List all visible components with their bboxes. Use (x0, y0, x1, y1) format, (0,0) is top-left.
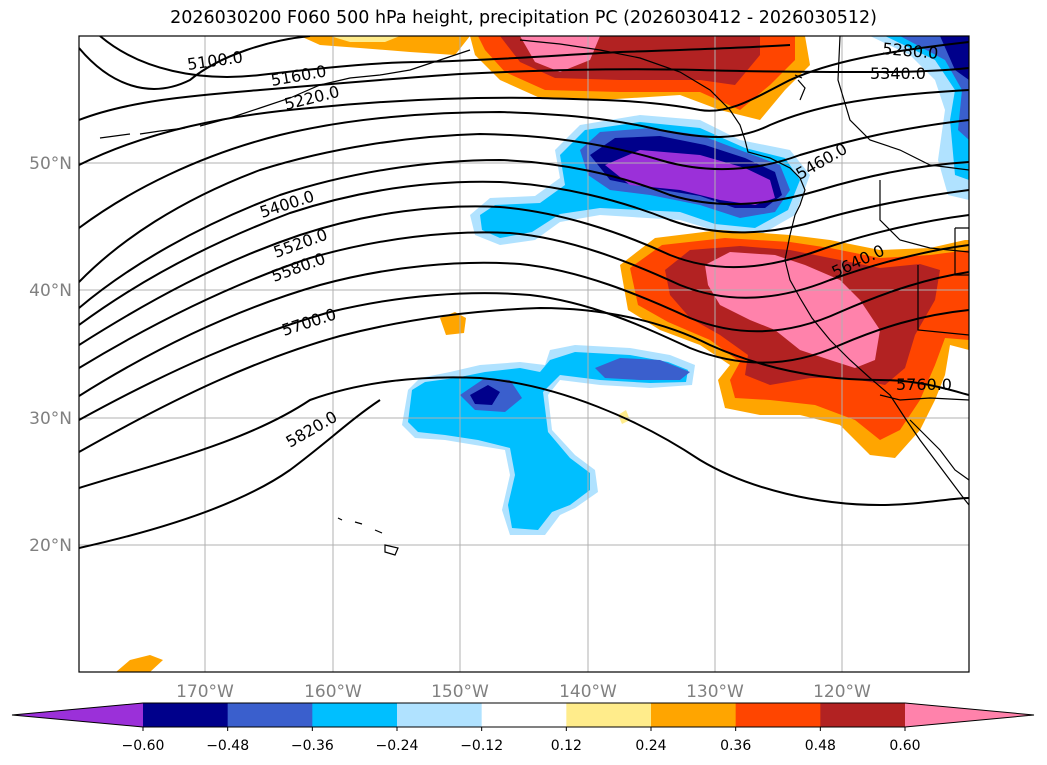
colorbar-extend-max (905, 703, 1034, 727)
colorbar-segment (312, 703, 398, 727)
colorbar-segment (651, 703, 737, 727)
map-area: 5100.0 5160.0 5220.0 5280.0 5340.0 5400.… (79, 36, 969, 672)
lon-label: 160°W (304, 682, 362, 702)
colorbar-tick-label: −0.60 (122, 738, 165, 754)
height-contours (79, 36, 969, 549)
lat-label: 40°N (29, 281, 72, 301)
colorbar-tick-label: −0.12 (460, 738, 503, 754)
precip-positive-west-coast (620, 230, 969, 458)
colorbar: −0.60 −0.48 −0.36 −0.24 −0.12 0.12 0.24 0.36 0.4… (11, 702, 1035, 754)
colorbar-tick-label: 0.48 (805, 738, 836, 754)
latitude-labels: 50°N 40°N 30°N 20°N (29, 154, 72, 556)
colorbar-tick-label: −0.36 (291, 738, 334, 754)
colorbar-tick-label: 0.36 (720, 738, 751, 754)
colorbar-tick-label: 0.24 (635, 738, 666, 754)
gridlines (79, 36, 969, 672)
lat-label: 30°N (29, 409, 72, 429)
colorbar-segment (143, 703, 229, 727)
colorbar-tick-label: −0.48 (206, 738, 249, 754)
colorbar-segment (735, 703, 821, 727)
contour-label: 5700.0 (279, 304, 338, 339)
longitude-labels: 170°W 160°W 150°W 140°W 130°W 120°W (176, 682, 871, 702)
lon-label: 170°W (176, 682, 234, 702)
colorbar-segment (820, 703, 906, 727)
lon-label: 120°W (813, 682, 871, 702)
map-title: 2026030200 F060 500 hPa height, precipit… (170, 8, 877, 28)
colorbar-segment (481, 703, 567, 727)
colorbar-segment (566, 703, 652, 727)
map-frame (78, 35, 970, 673)
colorbar-segment (227, 703, 313, 727)
lon-label: 140°W (559, 682, 617, 702)
colorbar-segment (397, 703, 483, 727)
colorbar-extend-min (12, 703, 143, 727)
contour-label: 5100.0 (186, 47, 244, 74)
colorbar-tick-label: 0.60 (889, 738, 920, 754)
colorbar-tick-label: 0.12 (551, 738, 582, 754)
contour-label: 5340.0 (870, 64, 926, 83)
contour-label: 5820.0 (283, 407, 341, 451)
contour-label: 5280.0 (882, 39, 939, 63)
colorbar-tick-label: −0.24 (376, 738, 419, 754)
precip-positive-north (300, 36, 810, 120)
lat-label: 20°N (29, 536, 72, 556)
precip-negative-central (470, 115, 810, 245)
lat-label: 50°N (29, 154, 72, 174)
precip-patch (116, 655, 163, 672)
contour-label: 5760.0 (896, 375, 952, 394)
lon-label: 130°W (686, 682, 744, 702)
precip-negative-subtropical (402, 345, 695, 535)
lon-label: 150°W (431, 682, 489, 702)
